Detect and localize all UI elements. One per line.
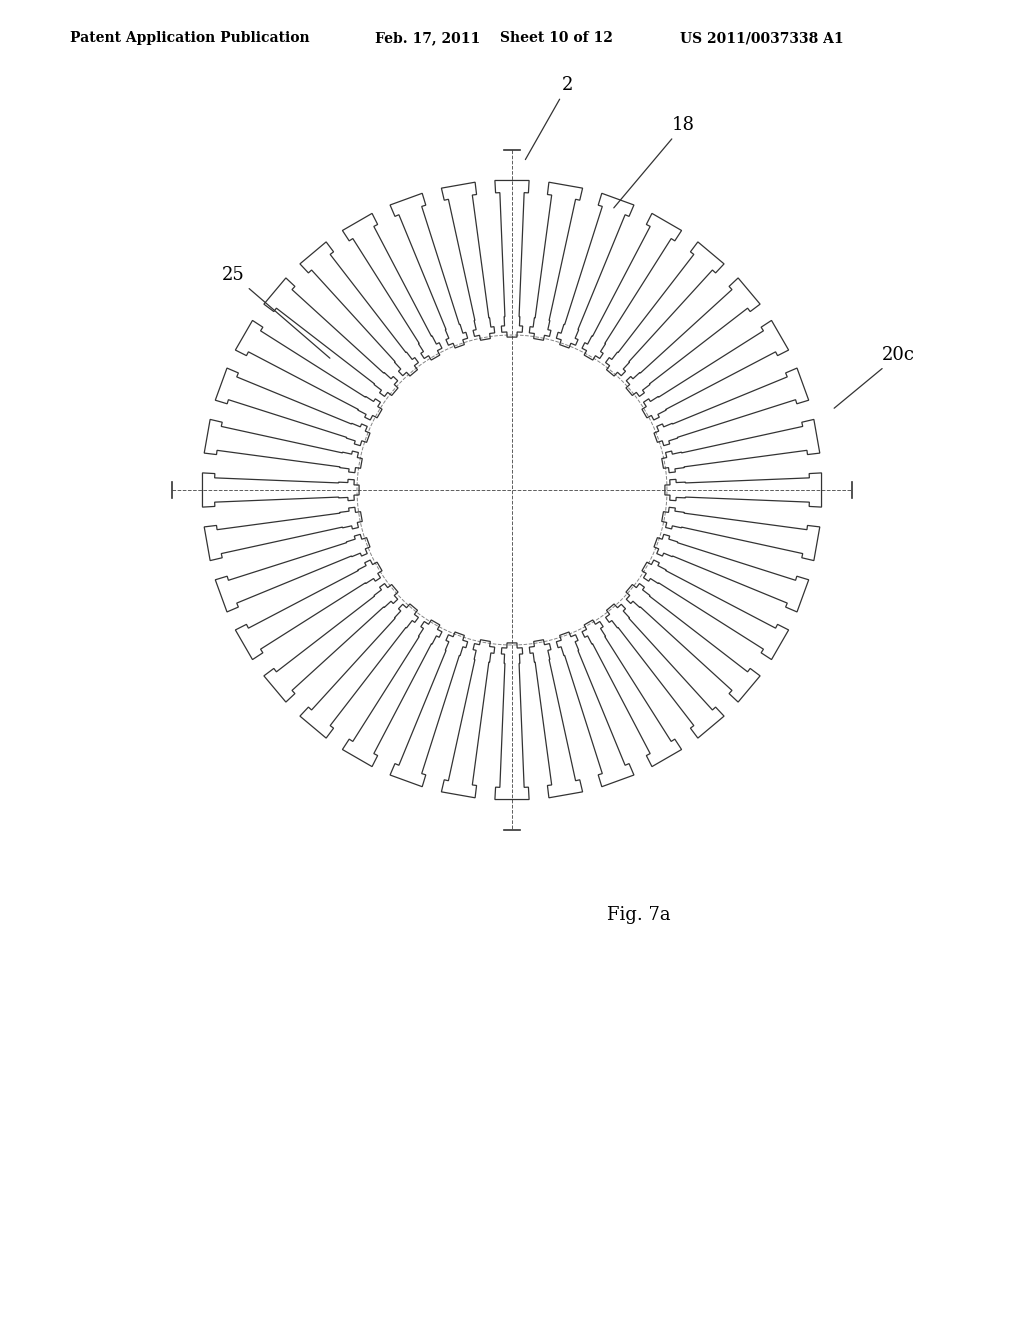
- Text: 18: 18: [613, 116, 695, 207]
- Text: Fig. 7a: Fig. 7a: [607, 906, 671, 924]
- Text: 25: 25: [222, 267, 330, 358]
- Text: Feb. 17, 2011: Feb. 17, 2011: [375, 30, 480, 45]
- Text: Sheet 10 of 12: Sheet 10 of 12: [500, 30, 613, 45]
- Text: Patent Application Publication: Patent Application Publication: [70, 30, 309, 45]
- Text: 2: 2: [525, 77, 573, 160]
- Text: US 2011/0037338 A1: US 2011/0037338 A1: [680, 30, 844, 45]
- Text: 20c: 20c: [835, 346, 915, 408]
